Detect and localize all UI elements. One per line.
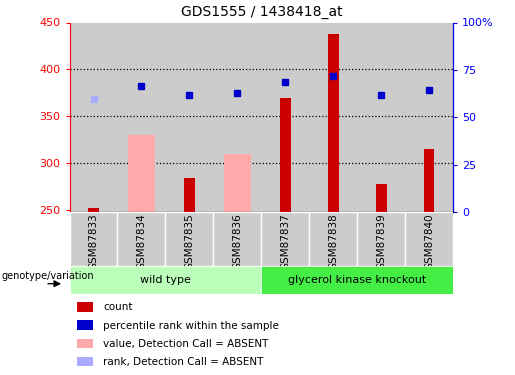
Bar — [88, 208, 99, 212]
Bar — [77, 357, 93, 366]
Bar — [70, 212, 117, 266]
Bar — [280, 98, 290, 212]
Bar — [376, 184, 387, 212]
Bar — [77, 339, 93, 348]
Text: percentile rank within the sample: percentile rank within the sample — [103, 321, 279, 330]
Bar — [117, 22, 165, 212]
Bar — [405, 22, 453, 212]
Bar — [165, 22, 213, 212]
Text: GSM87838: GSM87838 — [328, 213, 338, 270]
Text: GSM87837: GSM87837 — [280, 213, 290, 270]
Bar — [357, 22, 405, 212]
Text: GSM87840: GSM87840 — [424, 213, 434, 270]
Bar — [213, 22, 261, 212]
Text: rank, Detection Call = ABSENT: rank, Detection Call = ABSENT — [103, 357, 263, 367]
Text: wild type: wild type — [140, 275, 191, 285]
Bar — [310, 212, 357, 266]
Bar — [224, 154, 251, 212]
Bar — [70, 22, 117, 212]
Bar — [261, 212, 310, 266]
Text: value, Detection Call = ABSENT: value, Detection Call = ABSENT — [103, 339, 268, 349]
Text: GSM87833: GSM87833 — [89, 213, 98, 270]
Bar — [77, 320, 93, 330]
Bar — [70, 266, 261, 294]
Bar — [261, 266, 453, 294]
Title: GDS1555 / 1438418_at: GDS1555 / 1438418_at — [181, 5, 342, 19]
Text: glycerol kinase knockout: glycerol kinase knockout — [288, 275, 426, 285]
Bar — [310, 22, 357, 212]
Text: genotype/variation: genotype/variation — [2, 271, 94, 281]
Text: GSM87836: GSM87836 — [232, 213, 243, 270]
Bar — [213, 212, 261, 266]
Bar — [405, 212, 453, 266]
Bar — [357, 212, 405, 266]
Text: GSM87839: GSM87839 — [376, 213, 386, 270]
Bar — [117, 212, 165, 266]
Bar — [261, 22, 310, 212]
Bar — [128, 135, 154, 212]
Bar — [328, 34, 338, 212]
Bar — [77, 302, 93, 312]
Bar — [184, 178, 195, 212]
Text: count: count — [103, 302, 132, 312]
Text: GSM87834: GSM87834 — [136, 213, 146, 270]
Bar — [165, 212, 213, 266]
Bar — [424, 149, 435, 212]
Text: GSM87835: GSM87835 — [184, 213, 195, 270]
